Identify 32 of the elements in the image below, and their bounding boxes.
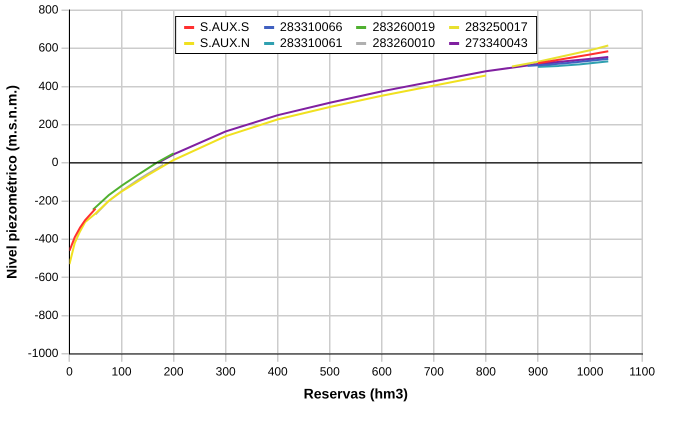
y-tick-label: 200 bbox=[38, 117, 59, 132]
x-tick-label: 300 bbox=[216, 364, 236, 378]
y-tick-label: -1000 bbox=[28, 346, 59, 360]
legend-label: 283260010 bbox=[372, 36, 436, 50]
y-axis-title: Nivel piezométrico (m.s.n.m.) bbox=[3, 85, 20, 279]
x-tick-label: 1000 bbox=[576, 364, 604, 378]
x-tick-label: 900 bbox=[528, 364, 548, 378]
x-tick-label: 700 bbox=[424, 364, 444, 378]
legend-label: 283310066 bbox=[280, 20, 342, 34]
x-tick-label: 0 bbox=[66, 364, 74, 378]
legend-label: 283310061 bbox=[280, 36, 342, 50]
legend-label: 283250017 bbox=[465, 20, 528, 34]
y-tick-label: -400 bbox=[34, 232, 59, 246]
legend-label: 273340043 bbox=[465, 36, 528, 50]
legend-label: 283260019 bbox=[372, 20, 436, 34]
legend-label: S.AUX.N bbox=[200, 36, 250, 50]
y-tick-label: -600 bbox=[34, 270, 59, 284]
y-tick-label: 800 bbox=[38, 2, 59, 17]
x-tick-label: 500 bbox=[320, 364, 340, 378]
y-tick-label: 400 bbox=[38, 78, 59, 93]
legend-label: S.AUX.S bbox=[200, 20, 250, 34]
x-tick-label: 600 bbox=[372, 364, 392, 378]
x-tick-label: 200 bbox=[164, 364, 184, 378]
x-axis-title: Reservas (hm3) bbox=[304, 385, 408, 402]
x-tick-label: 1100 bbox=[629, 364, 656, 378]
y-tick-label: -800 bbox=[34, 308, 59, 322]
x-tick-label: 800 bbox=[476, 364, 496, 378]
y-tick-label: 600 bbox=[38, 40, 59, 55]
y-tick-label: 0 bbox=[52, 155, 59, 170]
x-tick-label: 400 bbox=[268, 364, 288, 378]
y-tick-label: -200 bbox=[34, 193, 59, 208]
x-tick-label: 100 bbox=[112, 364, 132, 378]
